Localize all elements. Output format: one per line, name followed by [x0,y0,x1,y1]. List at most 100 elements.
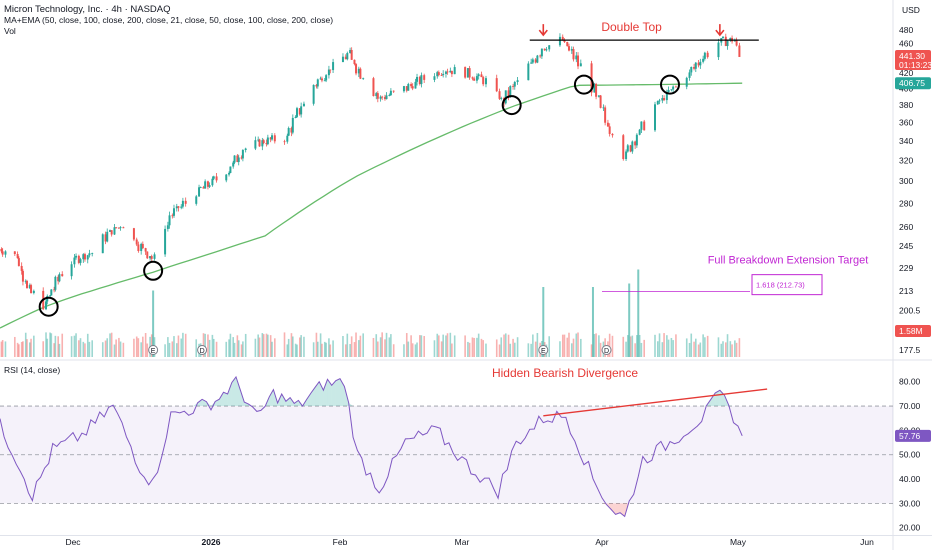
candle-body [543,48,546,51]
volume-tag: 1.58M [899,326,923,336]
volume-bar [115,339,117,357]
candle-body [414,81,417,89]
price-tick-label: 340 [899,136,913,146]
candle-body [433,76,436,80]
candle-body [180,206,183,208]
volume-bar [433,340,436,357]
volume-bar [101,342,104,357]
volume-bar [509,343,512,357]
volume-bar [693,341,695,357]
rsi-tick-label: 50.00 [899,450,921,460]
volume-bar [1,340,4,357]
volume-bar [353,342,356,357]
volume-bar [171,341,174,357]
volume-bar [516,337,519,357]
candle-body [411,86,414,89]
rsi-tag: 57.76 [899,431,921,441]
candle-body [638,129,641,135]
volume-bar [735,342,738,357]
volume-bar [622,336,625,357]
volume-spike-bar [152,290,155,357]
volume-bar [467,341,469,357]
volume-bar [286,344,289,357]
candle-body [608,126,611,134]
candle-body [593,83,596,93]
rsi-overbought-fill [206,401,211,407]
volume-bar [476,337,478,357]
rsi-overbought-fill [113,405,118,407]
candle-body [566,42,569,47]
volume-bar [593,334,596,357]
volume-bar [440,341,443,357]
double-top-label: Double Top [601,20,662,34]
candle-body [464,67,467,78]
volume-bar [561,334,564,357]
ma-touch-circle [660,74,680,95]
candle-body [516,80,519,83]
candle-body [240,157,243,159]
candle-body [442,73,445,76]
candle-body [480,74,483,78]
volume-bar [84,343,86,357]
candle-body [110,230,113,235]
volume-bar [699,342,702,357]
volume-bar [240,344,243,357]
candle-body [509,86,512,97]
volume-bar [503,334,505,357]
price-tick-label: 229 [899,263,913,273]
volume-bar [536,332,539,357]
volume-bar [321,343,323,357]
rsi-overbought-fill [281,393,286,407]
volume-bar [228,339,230,357]
ma-legend: MA+EMA (50, close, 100, close, 200, clos… [4,15,334,25]
volume-bar [416,342,418,357]
candle-body [184,200,187,204]
candle-body [471,77,474,79]
candle-body [315,84,318,87]
volume-bar [500,337,503,357]
volume-bar [468,342,471,357]
candle-body [316,79,319,87]
candle-body [70,264,73,277]
volume-bar [690,333,693,357]
ma-touch-circle [501,95,522,116]
volume-bar [411,343,414,357]
candle-body [57,276,60,282]
double-top-arrow [715,24,725,37]
volume-bar [697,344,700,357]
volume-bar [663,333,665,357]
volume-tag-bg [895,325,931,337]
candle-body [198,187,201,197]
price-tick-label: 320 [899,155,913,165]
volume-bar [722,341,724,357]
candle-body [383,97,386,100]
volume-bar [86,333,89,357]
candle-body [437,72,440,76]
candle-body [146,251,149,259]
candle-body [61,274,64,277]
volume-bar [287,338,290,357]
candle-body [631,141,634,152]
candle-body [729,37,732,41]
volume-bar [464,335,466,357]
volume-bar [598,335,600,357]
candle-body [410,84,413,87]
candle-body [164,228,167,255]
volume-bar [599,342,602,357]
rsi-tick-label: 40.00 [899,474,921,484]
volume-bar [168,342,171,357]
candle-body [477,74,480,77]
candle-body [359,68,362,79]
volume-bar [106,338,109,357]
candle-body [171,215,174,217]
volume-bar [4,341,7,357]
volume-bar [658,333,661,357]
volume-bar [731,344,733,357]
volume-bar [451,343,453,357]
volume-bar [726,334,729,357]
candle-body [244,148,247,150]
volume-bar [670,337,673,357]
candle-body [24,280,27,282]
candle-body [392,90,395,92]
rsi-overbought-fill [327,379,332,407]
